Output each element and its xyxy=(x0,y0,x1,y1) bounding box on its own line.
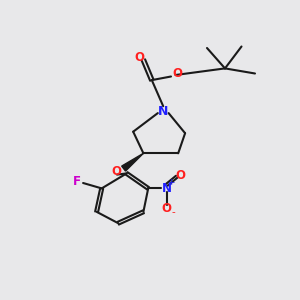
Text: O: O xyxy=(172,67,183,80)
Text: F: F xyxy=(73,175,80,188)
Text: O: O xyxy=(135,51,145,64)
Text: N: N xyxy=(162,182,172,195)
Text: O: O xyxy=(175,169,185,182)
Text: -: - xyxy=(172,207,175,217)
Text: O: O xyxy=(111,165,122,178)
Polygon shape xyxy=(122,153,143,171)
Text: O: O xyxy=(162,202,172,215)
Text: N: N xyxy=(158,105,168,118)
Text: +: + xyxy=(168,178,175,187)
